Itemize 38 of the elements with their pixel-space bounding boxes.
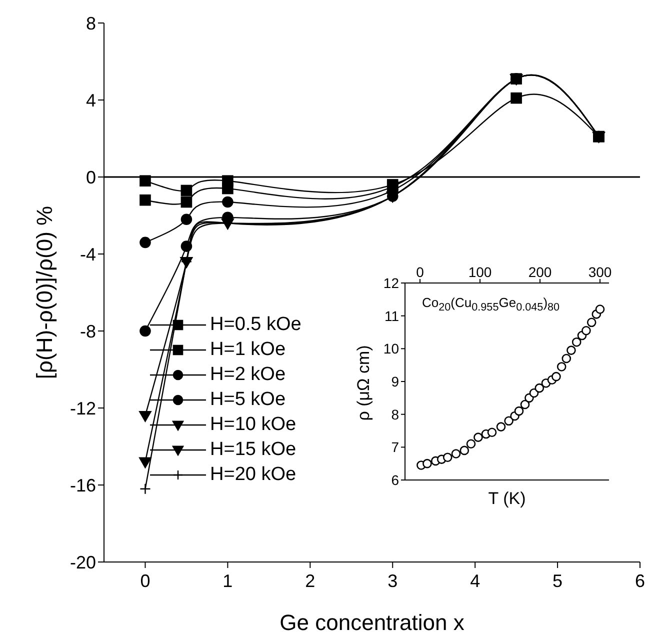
x-tick-label: 200 [528, 264, 552, 280]
y-axis-title: ρ (μΩ cm) [354, 345, 374, 421]
y-axis-title: [ρ(H)-ρ(0)]/ρ(0) % [32, 206, 57, 380]
x-tick-label: 3 [388, 570, 398, 591]
legend-label: H=0.5 kOe [210, 314, 302, 336]
x-tick-label: 1 [222, 570, 233, 591]
y-tick-label: 6 [391, 472, 400, 488]
legend-label: H=1 kOe [210, 338, 286, 360]
x-tick-label: 300 [588, 264, 612, 280]
annotation: Co$_{20}$(Cu$_{0.955}$Ge$_{0.045}$)$_{80}$ [422, 295, 560, 314]
legend-label: H=20 kOe [210, 464, 296, 486]
x-tick-label: 0 [140, 570, 150, 591]
y-tick-label: -8 [80, 321, 96, 342]
x-tick-label: 100 [468, 264, 492, 280]
y-tick-label: -12 [70, 398, 96, 418]
y-tick-label: 8 [391, 406, 400, 422]
x-tick-label: 0 [416, 264, 424, 280]
y-tick-label: -16 [70, 475, 96, 496]
y-tick-label: 8 [86, 13, 96, 34]
y-tick-label: 7 [391, 439, 400, 456]
y-tick-label: 0 [86, 167, 96, 188]
x-tick-label: 2 [305, 570, 316, 591]
x-tick-label: 5 [552, 570, 563, 591]
x-axis-title: T (K) [487, 489, 527, 509]
x-axis-title: Ge concentration x [280, 610, 464, 632]
y-tick-label: 9 [391, 373, 400, 390]
legend-label: H=15 kOe [210, 438, 296, 460]
y-tick-label: 11 [384, 308, 400, 324]
legend-label: H=10 kOe [210, 414, 296, 436]
x-tick-label: 4 [470, 570, 480, 591]
legend-label: H=5 kOe [210, 388, 286, 410]
y-tick-label: 4 [86, 90, 96, 110]
y-tick-label: -4 [80, 244, 96, 264]
legend-label: H=2 kOe [210, 364, 286, 386]
y-tick-label: -20 [70, 552, 96, 572]
y-tick-label: 12 [383, 274, 400, 291]
x-tick-label: 6 [634, 570, 646, 591]
y-tick-label: 10 [383, 340, 400, 357]
